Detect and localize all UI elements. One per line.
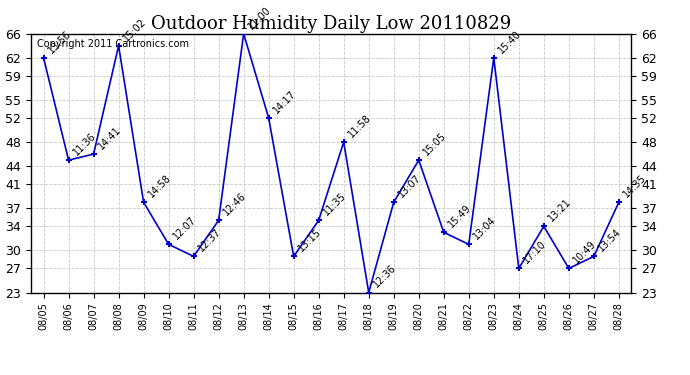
Text: 13:15: 13:15 bbox=[297, 227, 323, 254]
Text: 13:56: 13:56 bbox=[46, 28, 73, 55]
Text: 14:58: 14:58 bbox=[146, 172, 173, 200]
Text: 14:41: 14:41 bbox=[97, 124, 123, 152]
Text: 13:04: 13:04 bbox=[471, 215, 498, 242]
Text: 13:21: 13:21 bbox=[546, 197, 573, 223]
Text: 14:35: 14:35 bbox=[622, 172, 649, 200]
Text: 10:49: 10:49 bbox=[571, 239, 598, 266]
Text: Outdoor Humidity Daily Low 20110829: Outdoor Humidity Daily Low 20110829 bbox=[151, 15, 511, 33]
Text: 14:17: 14:17 bbox=[271, 88, 298, 115]
Text: 13:54: 13:54 bbox=[597, 227, 623, 254]
Text: 11:35: 11:35 bbox=[322, 191, 348, 217]
Text: 15:49: 15:49 bbox=[446, 203, 473, 229]
Text: 12:07: 12:07 bbox=[171, 215, 198, 242]
Text: 12:37: 12:37 bbox=[197, 227, 224, 254]
Text: 15:40: 15:40 bbox=[497, 28, 523, 55]
Text: 11:00: 11:00 bbox=[246, 4, 273, 31]
Text: 12:46: 12:46 bbox=[221, 191, 248, 217]
Text: 12:36: 12:36 bbox=[371, 263, 398, 290]
Text: Copyright 2011 Cartronics.com: Copyright 2011 Cartronics.com bbox=[37, 39, 189, 49]
Text: 13:07: 13:07 bbox=[397, 172, 423, 200]
Text: 11:36: 11:36 bbox=[71, 130, 98, 158]
Text: 11:58: 11:58 bbox=[346, 112, 373, 139]
Text: 17:10: 17:10 bbox=[522, 239, 549, 266]
Text: 15:05: 15:05 bbox=[422, 130, 448, 158]
Text: 15:02: 15:02 bbox=[121, 16, 148, 43]
